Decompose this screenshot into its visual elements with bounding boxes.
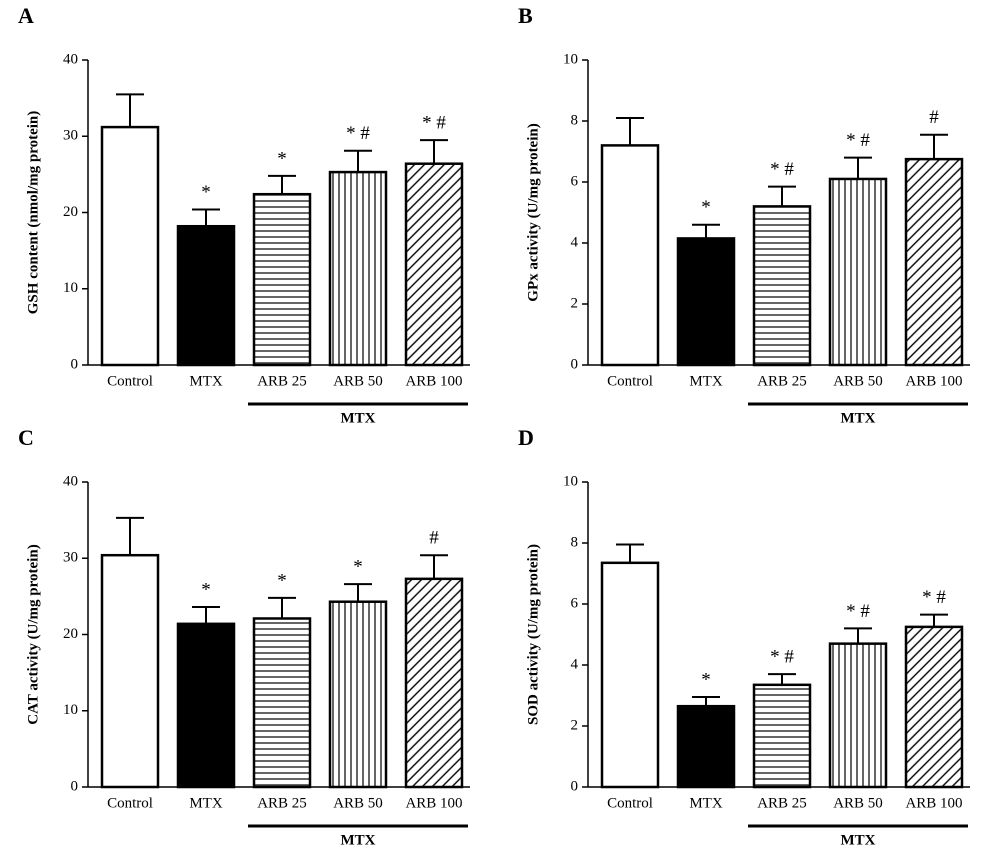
panel-letter: D [518,425,534,450]
x-tick-label: ARB 50 [333,373,383,389]
panel-letter: B [518,3,533,28]
x-tick-label: Control [107,373,153,389]
bar [828,177,888,367]
y-tick-label: 2 [571,717,579,733]
significance-label: * [277,570,287,591]
bar [100,125,160,367]
y-tick-label: 4 [571,656,579,672]
x-tick-label: ARB 50 [833,795,883,811]
bar [176,224,236,367]
x-tick-label: Control [607,795,653,811]
significance-label: # [929,107,939,128]
bar [676,704,736,789]
bar [676,237,736,367]
significance-label: * # [846,130,870,151]
bar [600,144,660,367]
bar [752,205,812,367]
bar [404,162,464,367]
x-tick-label: Control [107,795,153,811]
y-tick-label: 30 [63,128,78,144]
significance-label: * [277,148,287,169]
y-tick-label: 40 [63,51,78,67]
group-label: MTX [841,832,876,848]
y-tick-label: 4 [571,234,579,250]
panel: B GPx activity (U/mg protein) 0 2 4 6 8 10 Contr… [518,3,970,426]
x-tick-label: MTX [189,795,223,811]
panel: A GSH content (nmol/mg protein) 0 10 20 30 40 C… [18,3,470,426]
y-tick-label: 40 [63,473,78,489]
y-axis-label: CAT activity (U/mg protein) [25,544,41,724]
panel: C CAT activity (U/mg protein) 0 10 20 30 40 Con… [18,425,470,848]
x-tick-label: ARB 25 [257,373,307,389]
x-tick-label: MTX [189,373,223,389]
bar [176,622,236,789]
bar [252,617,312,789]
x-tick-label: MTX [689,373,723,389]
y-tick-label: 0 [71,356,79,372]
y-tick-label: 8 [571,534,579,550]
bar [904,625,964,789]
y-tick-label: 0 [571,778,579,794]
bar [752,683,812,789]
significance-label: * [201,182,211,203]
y-tick-label: 10 [563,473,578,489]
significance-label: # [429,528,439,549]
x-tick-label: Control [607,373,653,389]
significance-label: * # [922,587,946,608]
significance-label: * [201,579,211,600]
significance-label: * # [346,123,370,144]
bar [252,192,312,367]
bar [904,157,964,367]
bar [100,553,160,789]
y-axis-label: SOD activity (U/mg protein) [525,544,541,725]
x-tick-label: ARB 100 [905,373,962,389]
bar [328,600,388,789]
x-tick-label: ARB 50 [333,795,383,811]
panel: D SOD activity (U/mg protein) 0 2 4 6 8 10 Contr… [518,425,970,848]
group-label: MTX [841,410,876,426]
x-tick-label: ARB 100 [405,795,462,811]
y-axis-label: GSH content (nmol/mg protein) [25,111,41,314]
x-tick-label: ARB 25 [257,795,307,811]
panel-letter: C [18,425,34,450]
x-tick-label: ARB 50 [833,373,883,389]
significance-label: * # [770,159,794,180]
x-tick-label: ARB 25 [757,373,807,389]
y-tick-label: 30 [63,550,78,566]
y-tick-label: 0 [71,778,79,794]
bar [600,561,660,789]
panel-letter: A [18,3,34,28]
y-tick-label: 6 [571,595,579,611]
y-tick-label: 8 [571,112,579,128]
y-tick-label: 6 [571,173,579,189]
significance-label: * [701,669,711,690]
bar [404,577,464,789]
y-tick-label: 0 [571,356,579,372]
x-tick-label: MTX [689,795,723,811]
group-label: MTX [341,410,376,426]
y-tick-label: 10 [63,702,78,718]
y-tick-label: 20 [63,626,78,642]
y-tick-label: 20 [63,204,78,220]
bar [328,170,388,367]
x-tick-label: ARB 100 [405,373,462,389]
significance-label: * [701,197,711,218]
significance-label: * [353,557,363,578]
significance-label: * # [422,112,446,133]
significance-label: * # [846,601,870,622]
y-tick-label: 10 [63,280,78,296]
y-tick-label: 10 [563,51,578,67]
x-tick-label: ARB 25 [757,795,807,811]
significance-label: * # [770,647,794,668]
group-label: MTX [341,832,376,848]
bar [828,642,888,789]
y-tick-label: 2 [571,295,579,311]
x-tick-label: ARB 100 [905,795,962,811]
y-axis-label: GPx activity (U/mg protein) [525,123,541,301]
